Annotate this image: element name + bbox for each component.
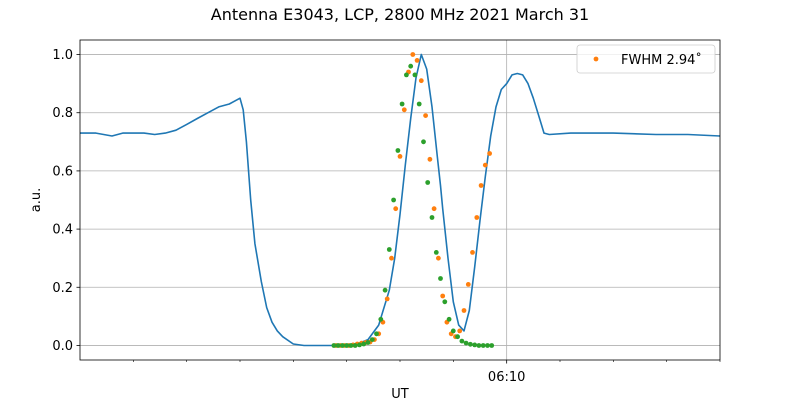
x-tick-label: 06:10 bbox=[488, 370, 525, 385]
y-tick-label: 0.0 bbox=[52, 339, 73, 354]
scatter-point bbox=[455, 334, 460, 340]
scatter-point bbox=[472, 342, 478, 348]
scatter-point bbox=[489, 343, 495, 348]
scatter-point bbox=[365, 340, 371, 345]
scatter-point bbox=[442, 299, 448, 305]
legend-label: FWHM 2.94˚ bbox=[621, 52, 702, 68]
scatter-point bbox=[470, 250, 475, 255]
scatter-point bbox=[408, 63, 414, 69]
scatter-point bbox=[393, 206, 399, 212]
scatter-point bbox=[487, 151, 492, 156]
scatter-point bbox=[374, 331, 379, 337]
scatter-point bbox=[395, 148, 401, 153]
scatter-point bbox=[389, 255, 394, 261]
scatter-point bbox=[391, 197, 396, 203]
scatter-point bbox=[331, 343, 337, 348]
scatter-point bbox=[431, 206, 437, 212]
y-tick-label: 1.0 bbox=[52, 48, 73, 63]
scatter-point bbox=[401, 107, 407, 113]
scatter-point bbox=[404, 72, 409, 78]
scatter-point bbox=[429, 215, 435, 220]
y-tick-label: 0.8 bbox=[52, 106, 73, 121]
legend-box bbox=[576, 44, 716, 74]
scatter-point bbox=[461, 308, 467, 313]
scatter-point bbox=[465, 282, 471, 287]
scatter-point bbox=[459, 338, 465, 344]
chart-title: Antenna E3043, LCP, 2800 MHz 2021 March … bbox=[211, 5, 589, 24]
scatter-point bbox=[335, 343, 341, 348]
scatter-point bbox=[412, 72, 418, 78]
plot-frame bbox=[79, 39, 721, 361]
x-axis-label: UT bbox=[391, 387, 409, 400]
scatter-point bbox=[397, 154, 403, 159]
scatter-point bbox=[418, 78, 424, 84]
scatter-point bbox=[357, 342, 362, 348]
y-tick-label: 0.4 bbox=[52, 223, 73, 238]
scatter-point bbox=[369, 337, 375, 342]
scatter-point bbox=[410, 52, 416, 57]
scatter-point bbox=[427, 156, 433, 162]
scatter-point bbox=[386, 247, 392, 252]
scatter-point bbox=[378, 316, 384, 322]
scatter-point bbox=[463, 340, 469, 346]
scatter-point bbox=[433, 250, 439, 255]
series-line bbox=[80, 53, 721, 347]
scatter-point bbox=[414, 58, 420, 63]
scatter-point bbox=[450, 328, 456, 334]
scatter-point bbox=[440, 293, 446, 299]
scatter-point bbox=[476, 343, 482, 348]
scatter-point bbox=[474, 215, 480, 220]
scatter-point bbox=[478, 183, 484, 188]
scatter-point bbox=[468, 341, 473, 347]
y-tick-label: 0.6 bbox=[52, 164, 73, 179]
scatter-point bbox=[421, 139, 426, 145]
scatter-point bbox=[352, 343, 358, 348]
scatter-point bbox=[384, 296, 390, 302]
scatter-point bbox=[436, 255, 441, 261]
legend-marker bbox=[593, 56, 599, 62]
scatter-point bbox=[425, 180, 431, 185]
scatter-point bbox=[423, 113, 428, 118]
scatter-point bbox=[340, 343, 345, 348]
y-tick-label: 0.2 bbox=[52, 281, 73, 296]
scatter-point bbox=[361, 341, 367, 347]
scatter-point bbox=[438, 276, 443, 281]
plot-area: 0.0 0.2 0.4 0.6 0.8 1.0 06:10 FWHM 2.94˚ bbox=[52, 39, 721, 385]
scatter-point bbox=[457, 328, 463, 334]
scatter-point bbox=[382, 287, 388, 293]
scatter-point bbox=[348, 343, 354, 348]
y-axis-label: a.u. bbox=[29, 188, 44, 212]
scatter-point bbox=[485, 343, 490, 348]
scatter-point bbox=[416, 101, 422, 107]
scatter-point bbox=[399, 101, 405, 107]
scatter-point bbox=[344, 343, 350, 348]
scatter-point bbox=[446, 316, 452, 322]
scatter-point bbox=[480, 343, 486, 348]
scatter-point bbox=[482, 162, 488, 168]
